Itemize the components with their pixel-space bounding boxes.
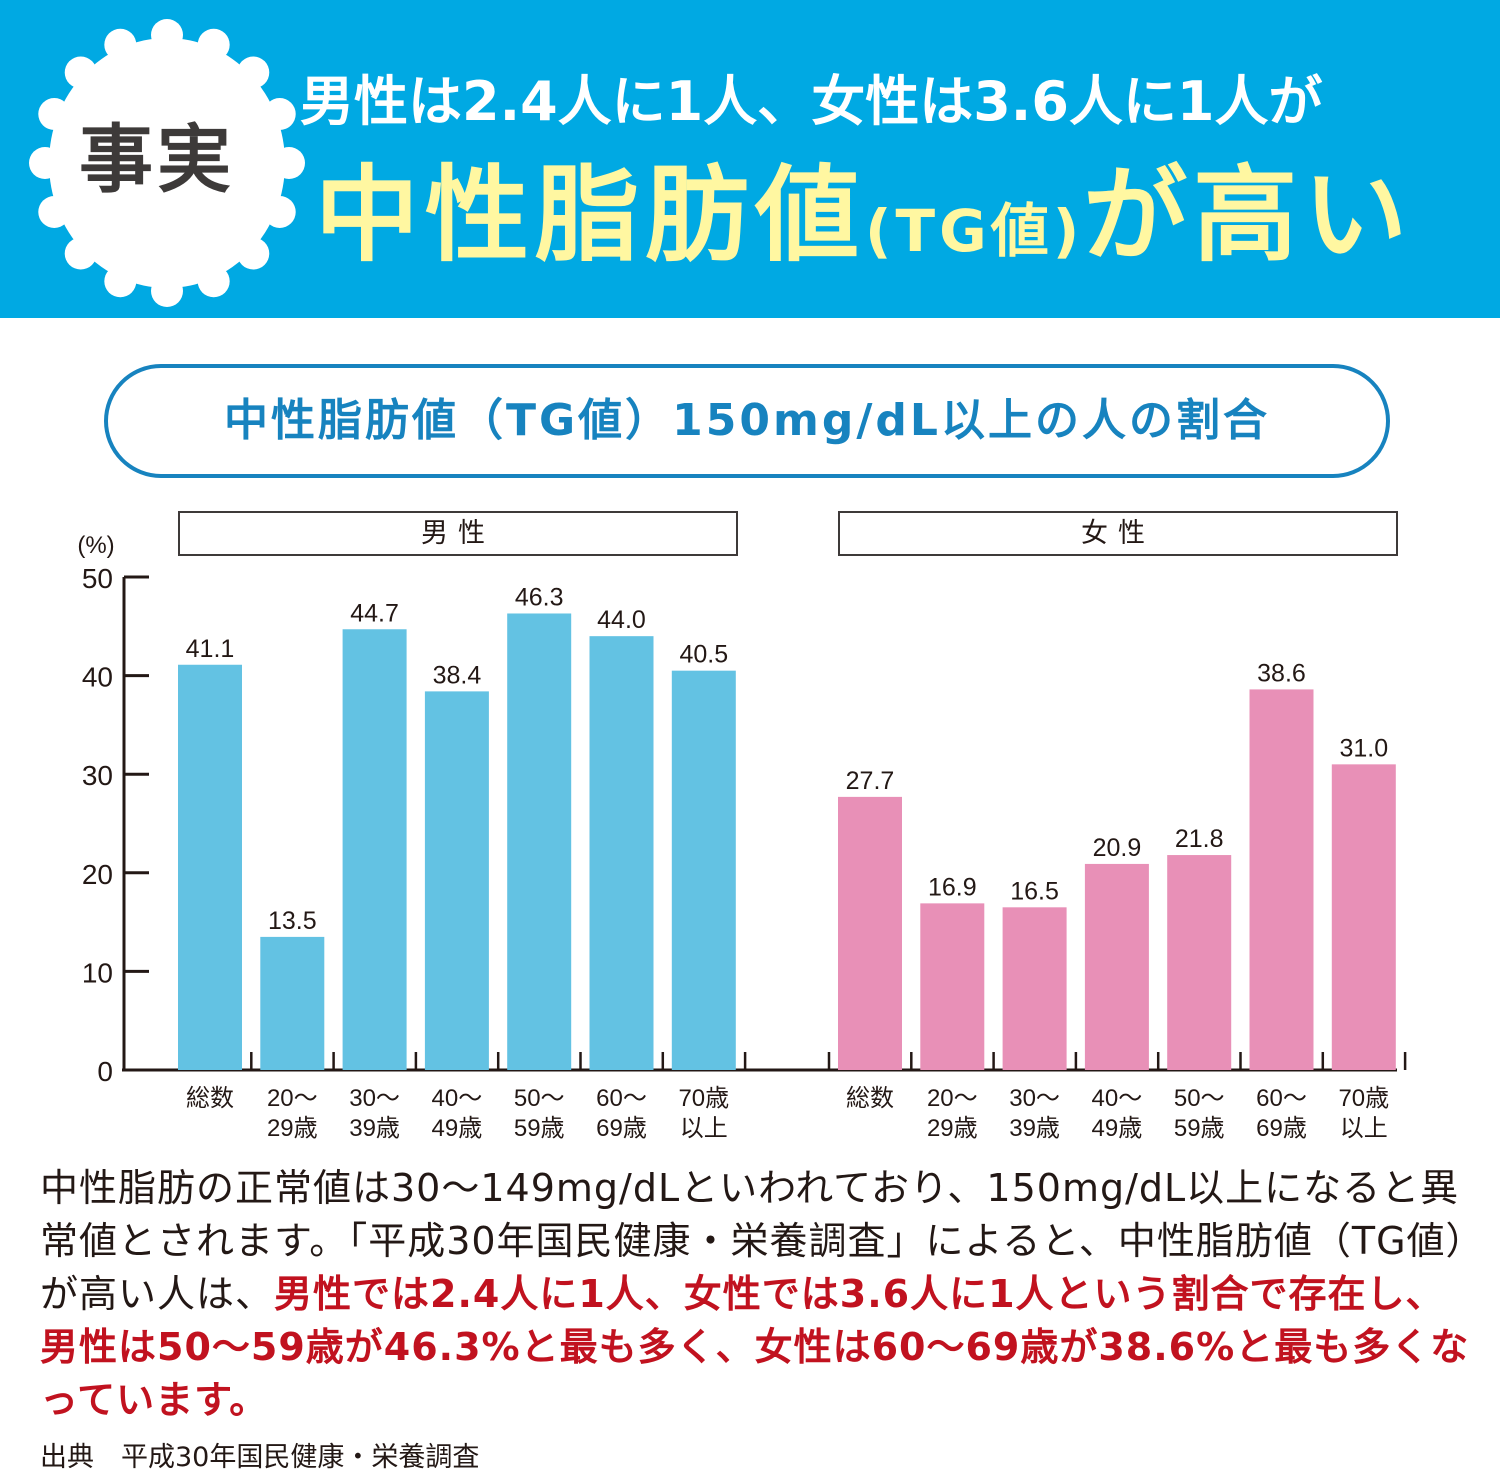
description-normal: 中性脂肪の正常値は30～149mg/dLといわれており、150mg/dL以上にな… [40,1166,1466,1316]
chart-title: 中性脂肪値（TG値）150mg/dL以上の人の割合 [224,395,1270,446]
data-label: 44.0 [597,606,646,634]
data-label: 27.7 [846,767,895,795]
x-tick-label: 29歳 [267,1115,318,1142]
bar-male [342,629,407,1070]
y-tick-label: 50 [82,563,113,594]
x-tick-label: 69歳 [1256,1115,1307,1142]
y-axis-unit: (%) [77,532,114,559]
header-banner: 事実 男性は2.4人に1人、女性は3.6人に1人が 中性脂肪値(TG値)が高い [0,0,1500,318]
data-label: 38.6 [1257,659,1306,687]
data-label: 21.8 [1175,825,1224,853]
data-label: 41.1 [186,635,235,663]
x-tick-label: 59歳 [514,1115,565,1142]
x-tick-label: 50～ [1174,1085,1225,1112]
bar-male [178,664,242,1070]
bar-female [1084,863,1149,1070]
x-tick-label: 20～ [927,1085,978,1112]
bar-female [1331,764,1396,1070]
x-tick-label: 59歳 [1174,1115,1225,1142]
x-tick-label: 39歳 [1009,1115,1060,1142]
panel-label-male: 男性 [178,511,738,556]
y-tick-label: 30 [82,760,113,791]
x-tick-label: 以上 [1340,1115,1388,1142]
x-tick-label: 39歳 [349,1115,400,1142]
panel-label-female: 女性 [838,511,1398,556]
y-tick-label: 10 [82,957,113,988]
x-tick-label: 40～ [432,1085,483,1112]
source-citation: 出典 平成30年国民健康・栄養調査 [40,1442,480,1473]
bar-female [1002,907,1067,1070]
y-tick-label: 20 [82,859,113,890]
x-tick-label: 以上 [680,1115,728,1142]
headline-high: が高い [1083,154,1414,276]
x-tick-label: 30～ [349,1085,400,1112]
x-tick-label: 49歳 [1092,1115,1143,1142]
data-label: 40.5 [679,641,728,669]
x-tick-label: 70歳 [678,1085,729,1112]
bar-female [838,796,902,1070]
x-tick-label: 49歳 [432,1115,483,1142]
bar-male [507,613,572,1070]
x-tick-label: 40～ [1092,1085,1143,1112]
x-tick-label: 30～ [1009,1085,1060,1112]
data-label: 16.5 [1010,877,1059,905]
data-label: 38.4 [433,661,482,689]
data-label: 31.0 [1339,734,1388,762]
x-tick-label: 60～ [1256,1085,1307,1112]
headline-tg: (TG値) [865,197,1084,265]
x-tick-label: 20～ [267,1085,318,1112]
data-label: 44.7 [350,599,399,627]
bar-male [424,691,489,1070]
x-tick-label: 総数 [186,1085,234,1112]
fact-badge-label: 事実 [79,117,235,203]
description-highlight: 男性では2.4人に1人、女性では3.6人に1人という割合で存在し、男性は50～5… [40,1272,1470,1422]
headline-main: 中性脂肪値 [315,154,866,276]
data-label: 16.9 [928,873,977,901]
data-label: 46.3 [515,583,564,611]
description-paragraph: 中性脂肪の正常値は30～149mg/dLといわれており、150mg/dL以上にな… [40,1162,1470,1427]
x-tick-label: 50～ [514,1085,565,1112]
x-tick-label: 70歳 [1338,1085,1389,1112]
bar-male [671,670,736,1070]
bar-male [589,636,654,1070]
y-tick-label: 0 [97,1056,113,1087]
chart-title-pill: 中性脂肪値（TG値）150mg/dL以上の人の割合 [104,364,1390,478]
data-label: 20.9 [1093,834,1142,862]
bar-female [1249,689,1314,1070]
bar-male [260,936,325,1070]
data-label: 13.5 [268,907,317,935]
bar-female [920,903,985,1070]
x-tick-label: 69歳 [596,1115,647,1142]
bar-female [1167,855,1232,1070]
x-tick-label: 総数 [846,1085,894,1112]
headline-line-2: 中性脂肪値(TG値)が高い [315,150,1495,296]
x-tick-label: 60～ [596,1085,647,1112]
headline-line-1: 男性は2.4人に1人、女性は3.6人に1人が [300,70,1323,133]
y-tick-label: 40 [82,662,113,693]
x-tick-label: 29歳 [927,1115,978,1142]
fact-badge-icon [29,19,305,307]
